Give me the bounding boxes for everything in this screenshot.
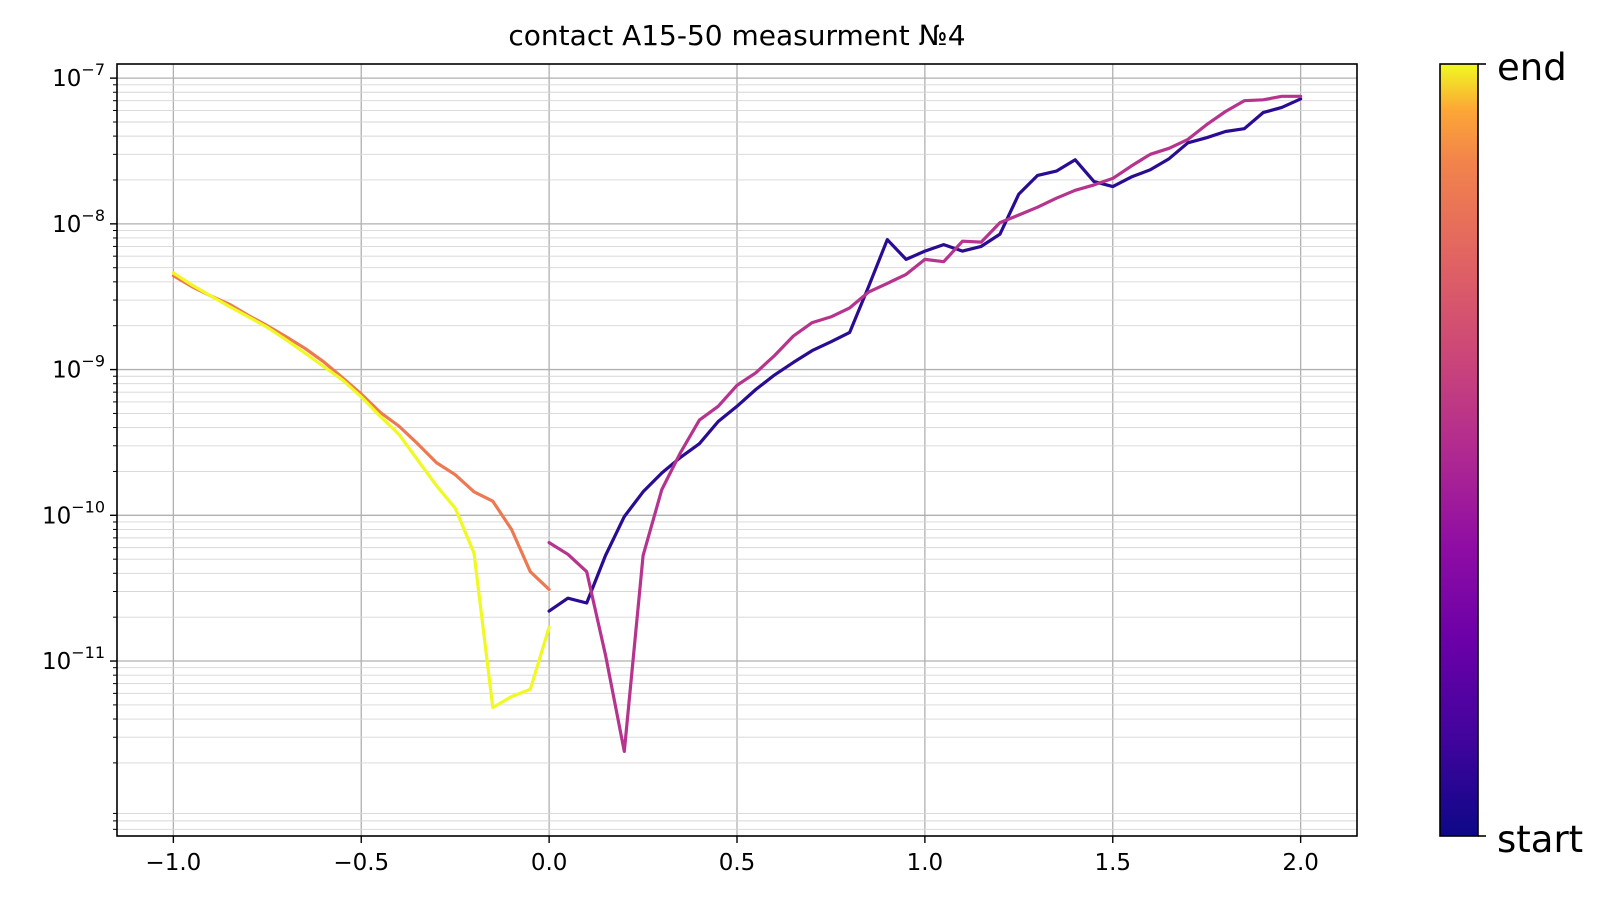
- y-tick-base: 10: [52, 358, 81, 384]
- y-tick-label: 10−9: [52, 352, 105, 384]
- y-tick-label: 10−11: [42, 643, 105, 675]
- y-tick-exponent: −10: [71, 497, 105, 516]
- x-tick-label: 2.0: [1282, 850, 1319, 876]
- y-tick-base: 10: [52, 212, 81, 238]
- x-tick-label: 1.5: [1094, 850, 1131, 876]
- y-tick-exponent: −8: [81, 206, 105, 225]
- chart-title: contact A15-50 measurment №4: [508, 19, 965, 52]
- colorbar-label-start: start: [1497, 818, 1583, 861]
- y-tick-exponent: −9: [81, 352, 105, 371]
- colorbar: end start: [1439, 46, 1583, 861]
- x-tick-label: −1.0: [145, 850, 201, 876]
- series-line-3: [171, 274, 551, 592]
- colorbar-gradient: [1439, 63, 1479, 837]
- colorbar-label-end: end: [1497, 46, 1567, 89]
- x-tick-label: 0.5: [719, 850, 756, 876]
- x-tick-label: 0.0: [531, 850, 568, 876]
- y-tick-exponent: −7: [81, 60, 105, 79]
- x-tick-label: 1.0: [907, 850, 944, 876]
- x-tick-label: −0.5: [333, 850, 389, 876]
- y-tick-label: 10−8: [52, 206, 105, 238]
- y-tick-label: 10−7: [52, 60, 105, 92]
- y-tick-exponent: −11: [71, 643, 105, 662]
- series-line-4: [171, 271, 551, 710]
- series-line-2: [547, 94, 1303, 754]
- y-tick-label: 10−10: [42, 497, 105, 529]
- y-tick-base: 10: [52, 66, 81, 92]
- grid: [117, 64, 1357, 836]
- x-axis: −1.0 −0.5 0.0 0.5 1.0 1.5 2.0: [145, 836, 1319, 876]
- plot-lines: [171, 94, 1303, 754]
- y-tick-base: 10: [42, 503, 71, 529]
- y-tick-base: 10: [42, 649, 71, 675]
